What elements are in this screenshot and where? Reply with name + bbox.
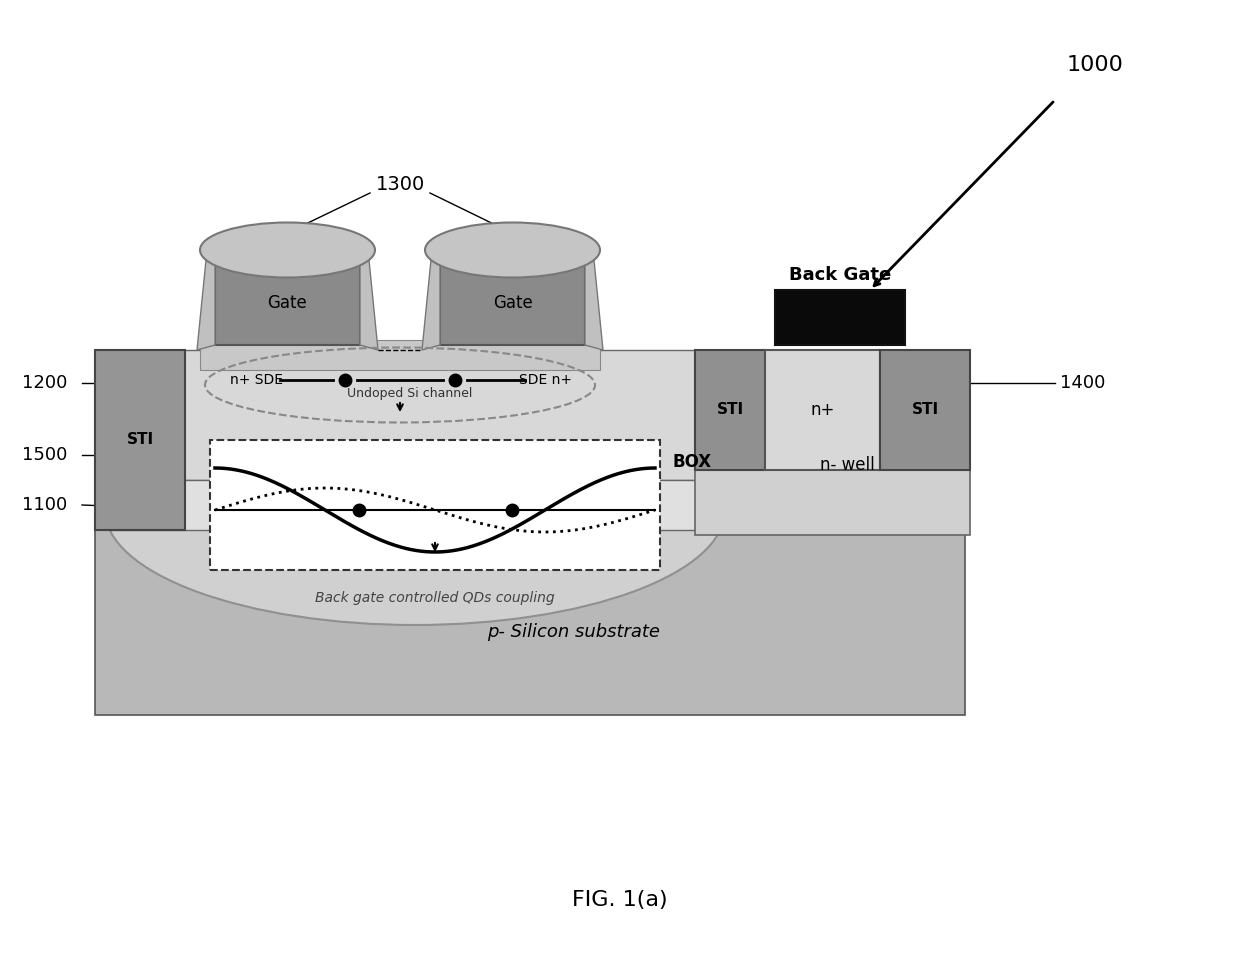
Polygon shape <box>360 250 378 350</box>
Bar <box>880 350 970 470</box>
Text: STI: STI <box>126 432 154 448</box>
Bar <box>215 250 360 345</box>
Text: BOX: BOX <box>672 453 711 471</box>
Text: 1300: 1300 <box>376 176 424 194</box>
Text: Gate: Gate <box>268 293 308 311</box>
Bar <box>775 290 905 345</box>
Text: p- Silicon substrate: p- Silicon substrate <box>487 623 660 641</box>
Bar <box>694 350 970 535</box>
Text: 1500: 1500 <box>22 446 68 464</box>
Text: 1000: 1000 <box>1066 55 1123 75</box>
Text: Undoped Si channel: Undoped Si channel <box>347 386 472 400</box>
Ellipse shape <box>425 223 600 278</box>
Text: 1100: 1100 <box>22 496 68 514</box>
Text: SDE n+: SDE n+ <box>520 373 572 387</box>
Text: n+ SDE: n+ SDE <box>229 373 283 387</box>
Bar <box>95 350 185 530</box>
Ellipse shape <box>105 395 725 625</box>
Text: FIG. 1(a): FIG. 1(a) <box>572 890 668 910</box>
Bar <box>110 480 701 530</box>
Bar <box>110 350 701 480</box>
Bar <box>95 530 965 715</box>
Text: STI: STI <box>717 403 744 417</box>
Bar <box>440 250 585 345</box>
Text: STI: STI <box>911 403 939 417</box>
Text: 1200: 1200 <box>22 374 68 392</box>
Polygon shape <box>422 250 440 350</box>
Polygon shape <box>197 250 215 350</box>
Text: Back Gate: Back Gate <box>789 266 892 284</box>
Text: 1400: 1400 <box>1060 374 1105 392</box>
Polygon shape <box>585 250 603 350</box>
Text: n- well: n- well <box>820 456 875 474</box>
Bar <box>210 440 660 570</box>
Text: n+: n+ <box>810 401 835 419</box>
Text: Gate: Gate <box>492 293 532 311</box>
Bar <box>765 350 880 470</box>
Ellipse shape <box>200 223 374 278</box>
Bar <box>694 350 765 470</box>
Bar <box>200 340 600 370</box>
Text: Back gate controlled QDs coupling: Back gate controlled QDs coupling <box>315 591 554 605</box>
